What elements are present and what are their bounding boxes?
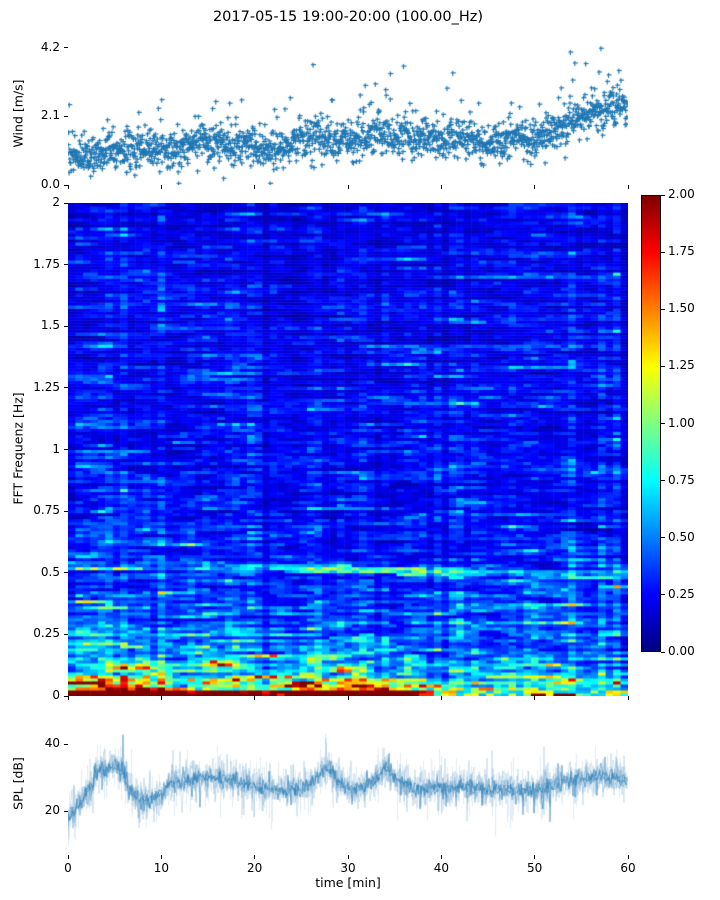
spec-y-tick-mark [64,572,68,574]
spec-y-tick-label: 1.75 [33,256,60,271]
colorbar-tick-label: 1.00 [668,415,695,430]
colorbar-tick-mark [661,365,665,367]
x-tick-mark [440,696,442,700]
x-tick-label: 50 [527,861,543,875]
wind-y-tick-label: 4.2 [40,39,60,54]
colorbar-tick-label: 2.00 [668,187,695,201]
spectrogram-heatmap-canvas [68,203,628,696]
x-tick-mark [440,185,442,189]
spec-y-tick-mark [64,264,68,266]
x-tick-mark [254,185,256,189]
colorbar-tick-mark [661,308,665,310]
colorbar-tick-label: 0.00 [668,644,695,658]
x-tick-mark [347,855,349,859]
spec-y-tick-mark [64,325,68,327]
colorbar [641,195,661,652]
x-tick-mark [440,855,442,859]
x-tick-mark [627,855,629,859]
x-tick-mark [627,696,629,700]
spl-ylabel: SPL [dB] [10,756,26,810]
x-tick-mark [67,185,69,189]
spec-y-tick-label: 1.25 [33,379,60,394]
spl-axes [68,714,628,855]
x-tick-mark [254,855,256,859]
x-tick-mark [160,696,162,700]
x-tick-mark [534,696,536,700]
wind-y-tick-mark [64,115,68,117]
colorbar-tick-mark [661,423,665,424]
spec-y-tick-label: 1.5 [40,318,60,333]
x-tick-mark [534,185,536,189]
colorbar-tick-mark [661,251,665,253]
x-tick-label: 10 [153,861,169,875]
spec-y-tick-label: 0.75 [33,503,60,518]
spl-y-tick-label: 20 [44,803,60,818]
spec-y-tick-label: 0.5 [40,564,60,579]
x-tick-mark [160,855,162,859]
colorbar-tick-label: 1.25 [668,358,695,373]
x-tick-label: 0 [64,861,72,875]
spec-y-tick-mark [64,695,68,697]
spectrogram-axes [68,203,628,696]
spec-y-tick-label: 0 [52,688,60,702]
wind-y-tick-label: 2.1 [40,108,60,123]
colorbar-tick-mark [661,537,665,539]
wind-y-tick-label: 0.0 [40,177,60,191]
spl-y-tick-label: 40 [44,736,60,751]
spec-y-tick-mark [64,633,68,635]
spec-y-tick-label: 1 [52,441,60,456]
x-tick-mark [254,696,256,700]
x-tick-mark [347,185,349,189]
x-tick-mark [67,855,69,859]
x-axis-label: time [min] [315,875,381,890]
x-tick-label: 40 [433,861,449,875]
x-tick-label: 20 [247,861,263,875]
wind-y-tick-mark [64,184,68,186]
wind-axes [68,45,628,185]
colorbar-tick-mark [661,480,665,482]
spl-y-tick-mark [64,810,68,812]
colorbar-tick-label: 1.75 [668,244,695,259]
spec-y-tick-label: 0.25 [33,626,60,641]
x-tick-mark [160,185,162,189]
wind-scatter-canvas [68,45,628,185]
colorbar-gradient-canvas [641,195,661,652]
wind-y-tick-mark [64,47,68,49]
colorbar-tick-label: 1.50 [668,301,695,316]
x-tick-mark [67,696,69,700]
spec-y-tick-mark [64,510,68,512]
x-tick-label: 60 [620,861,636,875]
spec-y-tick-label: 2 [52,195,60,209]
x-tick-mark [627,185,629,189]
colorbar-tick-label: 0.25 [668,586,695,601]
spec-y-tick-mark [64,449,68,450]
spl-y-tick-mark [64,743,68,745]
spec-y-tick-mark [64,202,68,204]
x-tick-label: 30 [340,861,356,875]
x-tick-mark [347,696,349,700]
colorbar-tick-mark [661,651,665,653]
x-tick-mark [534,855,536,859]
colorbar-tick-mark [661,594,665,596]
spec-y-tick-mark [64,387,68,389]
figure-title: 2017-05-15 19:00-20:00 (100.00_Hz) [212,9,484,25]
spl-line-canvas [68,714,628,855]
colorbar-tick-label: 0.75 [668,472,695,487]
colorbar-tick-label: 0.50 [668,529,695,544]
colorbar-tick-mark [661,194,665,196]
